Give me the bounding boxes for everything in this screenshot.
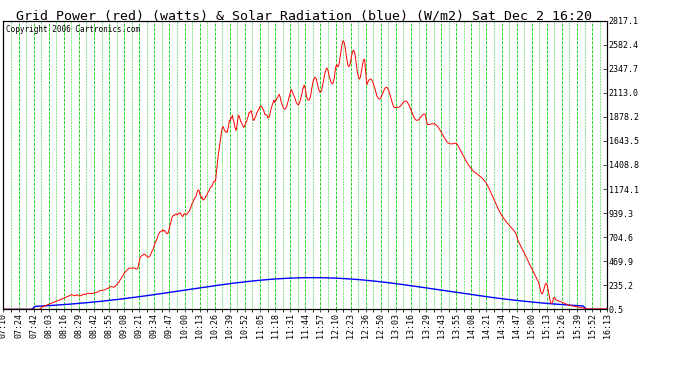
Text: Grid Power (red) (watts) & Solar Radiation (blue) (W/m2) Sat Dec 2 16:20: Grid Power (red) (watts) & Solar Radiati… (16, 9, 591, 22)
Text: Copyright 2006 Cartronics.com: Copyright 2006 Cartronics.com (6, 25, 141, 34)
